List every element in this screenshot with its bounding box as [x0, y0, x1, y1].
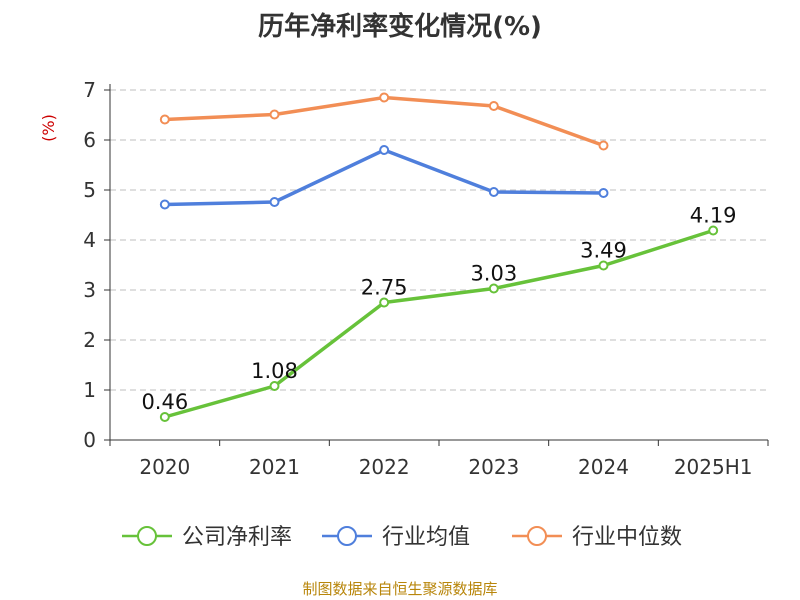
data-point [379, 145, 390, 155]
data-point [598, 188, 609, 198]
x-tick-label: 2022 [359, 455, 410, 479]
chart-title: 历年净利率变化情况(%) [258, 12, 542, 42]
data-label: 3.03 [470, 262, 517, 286]
data-point [488, 283, 499, 294]
legend-label: 公司净利率 [182, 525, 292, 550]
data-label: 3.49 [580, 239, 627, 263]
data-point [488, 187, 499, 197]
y-tick-label: 4 [83, 228, 96, 252]
data-point [269, 381, 280, 391]
data-point [379, 297, 390, 308]
x-tick-label: 2020 [139, 455, 190, 479]
x-tick-label: 2025H1 [674, 455, 753, 479]
data-point [379, 92, 390, 103]
data-point [159, 412, 170, 422]
y-tick-label: 5 [83, 178, 96, 202]
data-point [159, 199, 170, 210]
y-tick-label: 6 [83, 128, 96, 152]
x-tick-label: 2023 [468, 455, 519, 479]
series-line-1 [164, 148, 604, 207]
y-tick-label: 1 [83, 378, 96, 402]
data-point [269, 197, 280, 207]
data-point [159, 114, 170, 125]
x-tick-label: 2021 [249, 455, 300, 479]
y-tick-label: 3 [83, 278, 96, 302]
data-point [488, 101, 499, 111]
y-axis-label: (%) [39, 114, 58, 142]
legend-marker [137, 526, 157, 546]
data-point [598, 260, 609, 271]
data-point [708, 225, 719, 236]
legend-label: 行业中位数 [572, 525, 682, 550]
y-tick-label: 2 [83, 328, 96, 352]
y-tick-label: 0 [83, 428, 96, 452]
series-line-2 [164, 95, 605, 148]
data-label: 1.08 [251, 359, 298, 383]
series-line-0 [164, 228, 714, 419]
y-tick-label: 7 [83, 78, 96, 102]
legend-label: 行业均值 [382, 525, 470, 550]
data-label: 4.19 [690, 204, 737, 228]
data-point [269, 109, 280, 120]
legend-marker [337, 526, 357, 546]
legend-marker [527, 526, 547, 546]
data-label: 2.75 [361, 276, 408, 300]
data-label: 0.46 [141, 390, 188, 414]
source-footer: 制图数据来自恒生聚源数据库 [302, 580, 498, 598]
x-tick-label: 2024 [578, 455, 629, 479]
data-point [598, 140, 609, 151]
